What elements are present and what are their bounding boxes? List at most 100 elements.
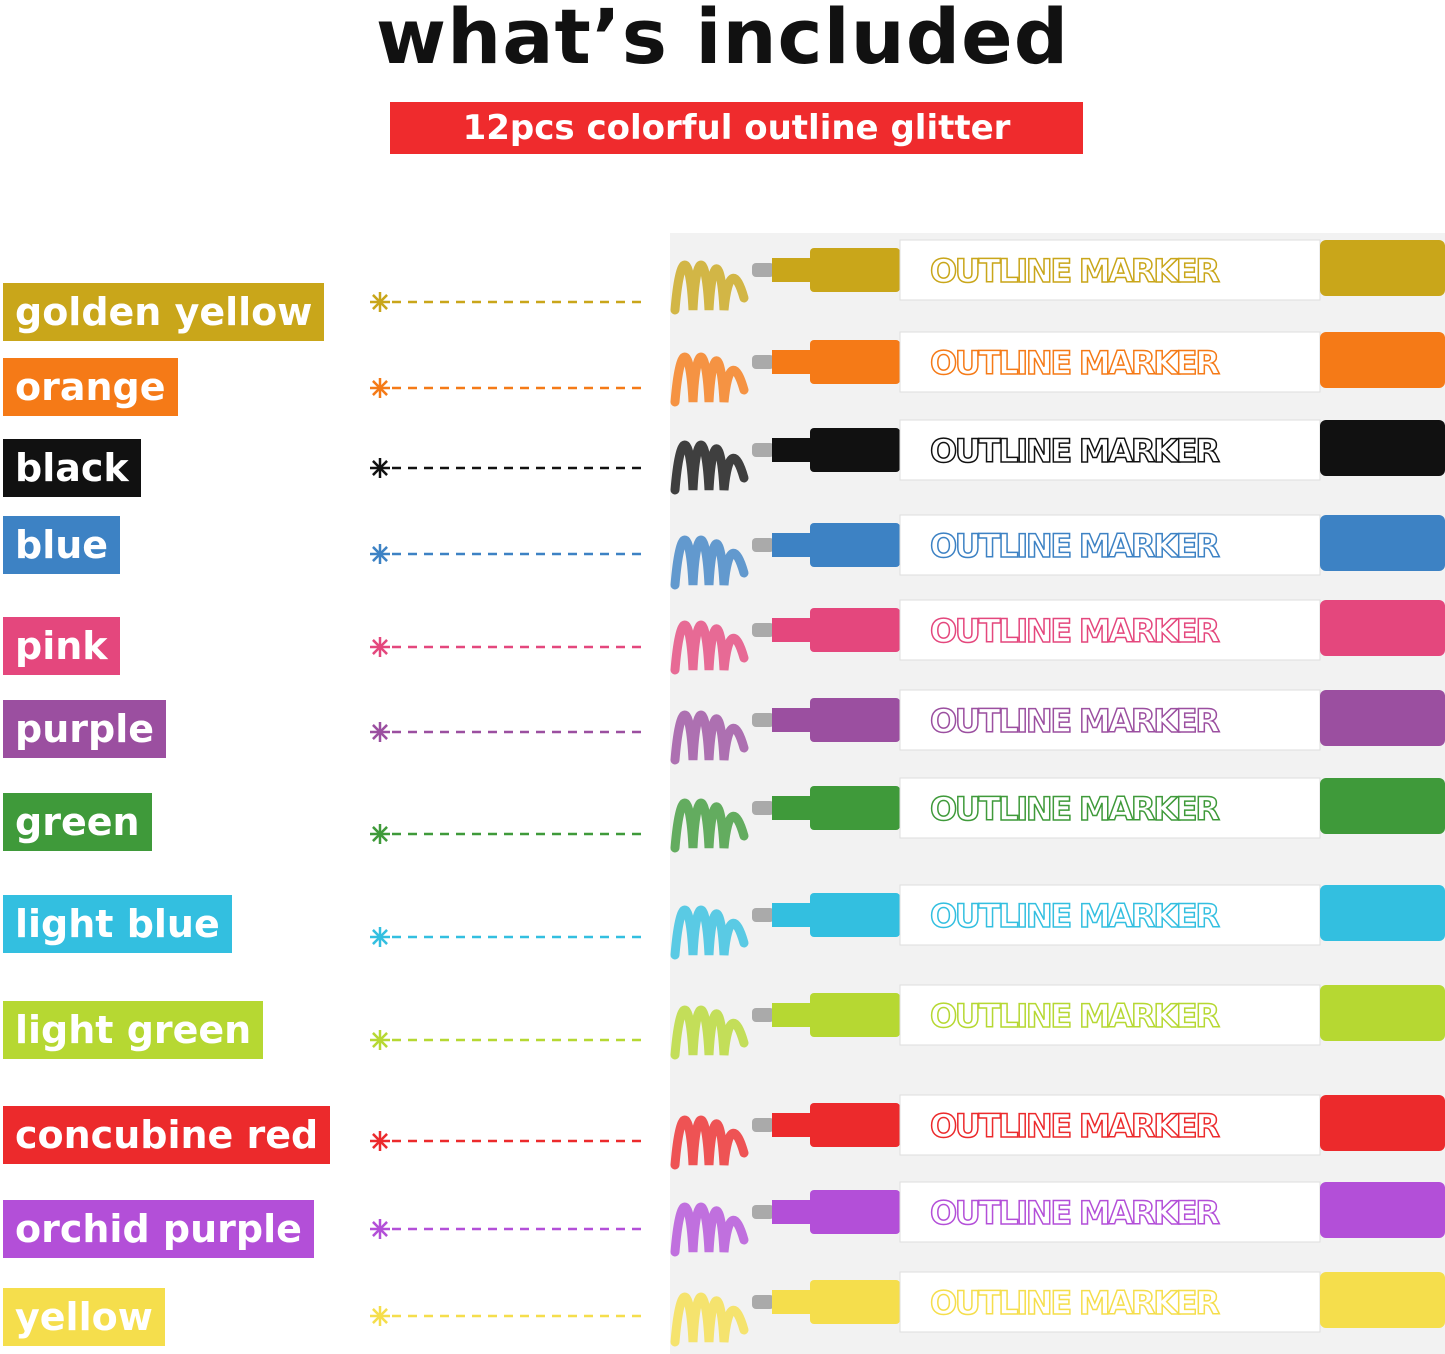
nib <box>772 903 812 927</box>
barrel <box>899 419 1321 481</box>
barrel <box>899 689 1321 751</box>
grip <box>810 698 900 742</box>
nib <box>772 1113 812 1137</box>
connector <box>370 1131 648 1151</box>
marker: OUTLINE MARKER <box>670 599 1445 675</box>
barrel <box>899 1094 1321 1156</box>
cap <box>1320 885 1445 941</box>
asterisk-stroke <box>372 1308 388 1324</box>
nib <box>772 533 812 557</box>
asterisk-stroke <box>372 639 388 655</box>
marker-text: OUTLINE MARKER <box>930 1284 1220 1322</box>
tip <box>752 1118 774 1132</box>
grip <box>810 248 900 292</box>
nib <box>772 350 812 374</box>
connector <box>370 292 648 312</box>
nib <box>772 708 812 732</box>
asterisk-stroke <box>372 929 388 945</box>
connector <box>370 1219 648 1239</box>
nib <box>772 438 812 462</box>
tip <box>752 801 774 815</box>
subtitle: 12pcs colorful outline glitter markers <box>390 102 1083 200</box>
marker-text: OUTLINE MARKER <box>930 997 1220 1035</box>
marker-text: OUTLINE MARKER <box>930 702 1220 740</box>
tip <box>752 538 774 552</box>
scribble <box>670 1292 749 1347</box>
marker: OUTLINE MARKER <box>670 884 1445 960</box>
cap <box>1320 240 1445 296</box>
tip <box>752 1008 774 1022</box>
asterisk-stroke <box>372 380 388 396</box>
asterisk-stroke <box>372 1133 388 1149</box>
grip <box>810 1280 900 1324</box>
tip <box>752 1205 774 1219</box>
asterisk-stroke <box>372 460 388 476</box>
cap <box>1320 690 1445 746</box>
scribble <box>670 1202 749 1257</box>
color-label: golden yellow <box>3 283 325 341</box>
color-label: concubine red <box>3 1106 331 1164</box>
marker-text: OUTLINE MARKER <box>930 527 1220 565</box>
cap <box>1320 778 1445 834</box>
barrel <box>899 599 1321 661</box>
marker-text: OUTLINE MARKER <box>930 1107 1220 1145</box>
scribble <box>670 905 749 960</box>
title: what’s included <box>375 0 1070 81</box>
connector <box>370 544 648 564</box>
color-label: yellow <box>3 1288 165 1346</box>
scribble <box>670 352 749 407</box>
cap <box>1320 420 1445 476</box>
scribble <box>670 535 749 590</box>
color-label: light green <box>3 1001 264 1059</box>
marker-text: OUTLINE MARKER <box>930 432 1220 470</box>
grip <box>810 608 900 652</box>
marker: OUTLINE MARKER <box>670 777 1445 853</box>
nib <box>772 1003 812 1027</box>
barrel <box>899 777 1321 839</box>
cap <box>1320 985 1445 1041</box>
connector <box>370 722 648 742</box>
tip <box>752 263 774 277</box>
connector <box>370 637 648 657</box>
scribble <box>670 620 749 675</box>
asterisk-stroke <box>372 826 388 842</box>
color-label: green <box>3 793 152 851</box>
marker: OUTLINE MARKER <box>670 1094 1445 1170</box>
grip <box>810 1190 900 1234</box>
color-label: light blue <box>3 895 232 953</box>
marker-text: OUTLINE MARKER <box>930 252 1220 290</box>
connector <box>370 458 648 478</box>
marker: OUTLINE MARKER <box>670 984 1445 1060</box>
tip <box>752 623 774 637</box>
marker: OUTLINE MARKER <box>670 331 1445 407</box>
scribble <box>670 260 749 315</box>
nib <box>772 618 812 642</box>
tip <box>752 443 774 457</box>
tip <box>752 713 774 727</box>
grip <box>810 340 900 384</box>
marker-text: OUTLINE MARKER <box>930 612 1220 650</box>
cap <box>1320 515 1445 571</box>
asterisk-stroke <box>372 546 388 562</box>
tip <box>752 908 774 922</box>
color-label: orchid purple <box>3 1200 314 1258</box>
scribble <box>670 710 749 765</box>
color-label: orange <box>3 358 178 416</box>
asterisk-stroke <box>372 1032 388 1048</box>
marker: OUTLINE MARKER <box>670 514 1445 590</box>
cap <box>1320 1272 1445 1328</box>
marker: OUTLINE MARKER <box>670 689 1445 765</box>
grip <box>810 993 900 1037</box>
grip <box>810 893 900 937</box>
marker-text: OUTLINE MARKER <box>930 1194 1220 1232</box>
barrel <box>899 514 1321 576</box>
connector <box>370 1306 648 1326</box>
marker-text: OUTLINE MARKER <box>930 790 1220 828</box>
scribble <box>670 798 749 853</box>
scribble <box>670 1115 749 1170</box>
color-label: blue <box>3 516 121 574</box>
grip <box>810 1103 900 1147</box>
nib <box>772 1290 812 1314</box>
marker: OUTLINE MARKER <box>670 419 1445 495</box>
